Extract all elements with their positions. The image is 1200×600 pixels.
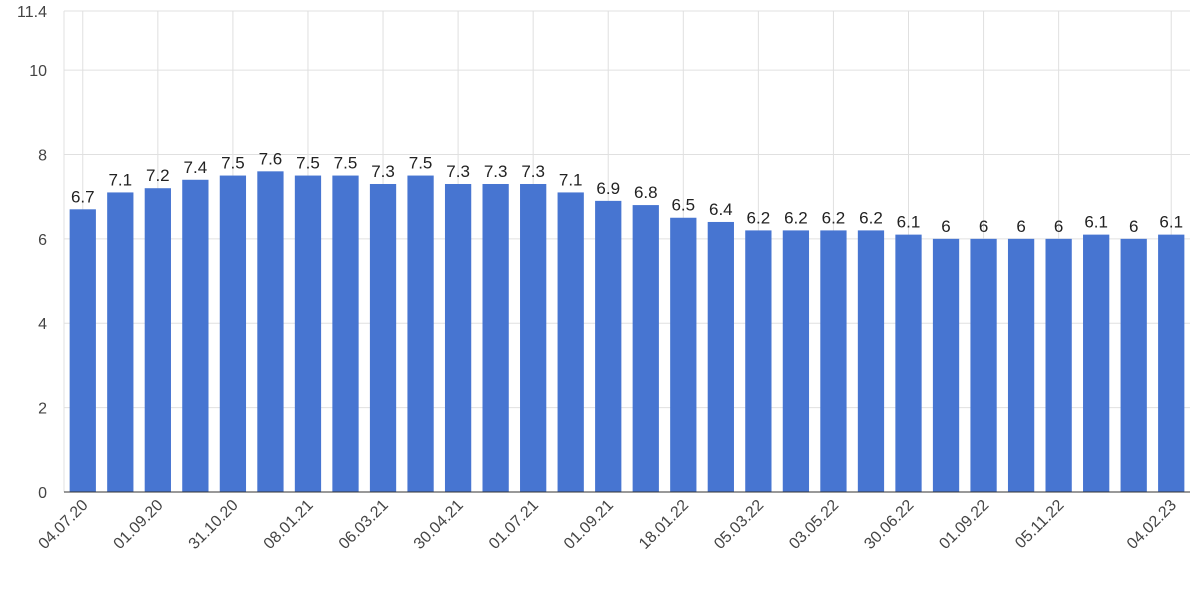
data-label: 7.1 [559, 170, 583, 189]
data-label: 6.2 [822, 208, 846, 227]
data-label: 6.4 [709, 200, 733, 219]
bar [294, 175, 322, 493]
data-label: 6 [1054, 217, 1063, 236]
data-label: 6.2 [784, 208, 808, 227]
data-label: 7.4 [184, 158, 208, 177]
bar [1158, 234, 1185, 492]
bar [632, 205, 659, 493]
x-tick-label: 05.11.22 [1012, 497, 1067, 552]
x-tick-label: 01.09.21 [561, 497, 617, 553]
x-axis: 04.07.20 01.09.20 31.10.20 08.01.21 06.03.21… [36, 491, 1190, 553]
data-label: 6.2 [859, 208, 883, 227]
bar [595, 200, 622, 493]
bar [332, 175, 359, 493]
data-label: 6.9 [596, 179, 620, 198]
data-label: 7.3 [484, 162, 508, 181]
data-label: 6.8 [634, 183, 658, 202]
bar [857, 230, 885, 492]
bar [895, 234, 922, 492]
data-label: 7.5 [221, 154, 245, 173]
data-label: 6.2 [747, 208, 771, 227]
data-label: 7.3 [521, 162, 545, 181]
data-label: 7.3 [446, 162, 470, 181]
bar [1083, 234, 1110, 492]
bar [520, 183, 547, 493]
bar [1120, 238, 1147, 492]
y-tick-label: 4 [38, 316, 47, 333]
bar [257, 171, 284, 493]
bars [69, 171, 1185, 493]
bar [1007, 238, 1035, 492]
y-tick-label: 2 [38, 401, 47, 418]
bar [69, 209, 96, 493]
x-tick-label: 03.05.22 [786, 497, 842, 553]
data-label: 6.1 [897, 213, 921, 232]
bar [707, 221, 734, 492]
x-tick-label: 04.07.20 [36, 497, 92, 553]
x-tick-label: 01.07.21 [486, 497, 542, 553]
bar [932, 238, 960, 492]
y-tick-label: 8 [38, 147, 47, 164]
x-tick-label: 08.01.21 [261, 497, 317, 553]
data-label: 6 [1016, 217, 1025, 236]
x-tick-label: 06.03.21 [336, 497, 392, 553]
data-label: 6.5 [671, 196, 695, 215]
x-tick-label: 04.02.23 [1124, 497, 1180, 553]
data-label: 7.5 [409, 154, 433, 173]
bar [369, 183, 397, 493]
bar [107, 192, 134, 493]
bar [557, 192, 584, 493]
bar [782, 230, 810, 492]
x-tick-label: 05.03.22 [711, 497, 767, 553]
bar [820, 230, 847, 492]
data-label: 6 [979, 217, 988, 236]
data-label: 6.1 [1084, 213, 1108, 232]
bar [970, 238, 997, 492]
data-label: 7.5 [296, 154, 320, 173]
data-labels: 6.7 7.1 7.2 7.4 7.5 7.6 7.5 7.5 7.3 7.5 7.3 7.3 7.3 7… [71, 149, 1183, 236]
x-tick-label: 18.01.22 [636, 497, 692, 553]
bar [407, 175, 434, 493]
x-tick-label: 31.10.20 [186, 497, 242, 553]
x-tick-label: 30.06.22 [861, 497, 917, 553]
bar [482, 183, 509, 493]
data-label: 6.1 [1159, 213, 1183, 232]
data-label: 7.2 [146, 166, 170, 185]
x-tick-label: 01.09.22 [936, 497, 992, 553]
y-tick-label: 10 [29, 63, 47, 80]
data-label: 6 [941, 217, 950, 236]
data-label: 7.1 [108, 170, 132, 189]
bar [745, 230, 772, 492]
x-tick-label: 01.09.20 [111, 497, 167, 553]
data-label: 6 [1129, 217, 1138, 236]
data-label: 7.5 [334, 154, 358, 173]
data-label: 6.7 [71, 187, 95, 206]
bar [1045, 238, 1072, 492]
y-axis: 0 2 4 6 8 10 11.4 [17, 4, 47, 502]
bar [670, 217, 697, 493]
x-tick-label: 30.04.21 [411, 497, 467, 553]
y-tick-label: 6 [38, 232, 47, 249]
data-label: 7.6 [259, 149, 283, 168]
bar [219, 175, 247, 493]
bar [444, 183, 472, 493]
bar [144, 188, 171, 493]
y-tick-label: 0 [38, 485, 47, 502]
y-tick-label: 11.4 [17, 4, 47, 21]
data-label: 7.3 [371, 162, 395, 181]
bar [182, 179, 209, 493]
